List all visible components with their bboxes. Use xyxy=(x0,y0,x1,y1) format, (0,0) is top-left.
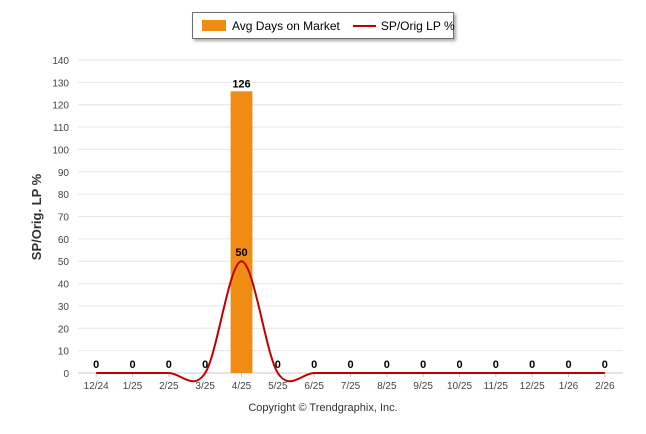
y-tick-label: 40 xyxy=(58,280,70,291)
grid-lines xyxy=(78,59,623,374)
y-tick-label: 130 xyxy=(52,78,69,89)
bar-data-label: 0 xyxy=(311,359,317,371)
x-tick-label: 9/25 xyxy=(413,381,433,392)
bar-data-label: 0 xyxy=(347,359,353,371)
x-tick-label: 12/25 xyxy=(520,381,545,392)
bar-data-label: 126 xyxy=(232,78,250,90)
legend-label-bar: Avg Days on Market xyxy=(232,18,340,33)
x-tick-label: 4/25 xyxy=(232,381,252,392)
legend-item-line: SP/Orig LP % xyxy=(352,18,455,33)
copyright-text: Copyright © Trendgraphix, Inc. xyxy=(248,402,398,414)
bar-data-label: 0 xyxy=(602,359,608,371)
bar-series xyxy=(230,91,253,374)
y-tick-label: 80 xyxy=(58,190,70,201)
y-axis-label: SP/Orig. LP % xyxy=(29,173,44,260)
x-tick-label: 11/25 xyxy=(484,381,509,392)
y-tick-label: 100 xyxy=(52,145,69,156)
x-tick-label: 6/25 xyxy=(304,381,324,392)
x-tick-label: 2/26 xyxy=(595,381,615,392)
y-tick-label: 60 xyxy=(58,235,70,246)
data-labels: 0 0 0 0 126 0 0 0 0 0 0 0 0 0 0 50 xyxy=(93,78,608,371)
y-tick-label: 90 xyxy=(58,168,70,179)
bar-data-label: 0 xyxy=(384,359,390,371)
bar-data-label: 0 xyxy=(275,359,281,371)
line-data-label: 50 xyxy=(235,247,247,259)
y-tick-label: 20 xyxy=(58,324,70,335)
bar-data-label: 0 xyxy=(456,359,462,371)
legend-label-line: SP/Orig LP % xyxy=(380,18,455,33)
bar-data-label: 0 xyxy=(493,359,499,371)
x-tick-label: 3/25 xyxy=(195,381,215,392)
bar-data-label: 0 xyxy=(93,359,99,371)
bar-data-label: 0 xyxy=(420,359,426,371)
x-tick-label: 12/24 xyxy=(84,381,109,392)
y-tick-label: 10 xyxy=(58,347,70,358)
x-tick-label: 2/25 xyxy=(159,381,179,392)
x-tick-label: 7/25 xyxy=(341,381,361,392)
y-tick-label: 140 xyxy=(52,56,69,67)
legend-swatch-bar xyxy=(202,20,226,31)
legend-item-bar: Avg Days on Market xyxy=(202,19,340,33)
y-tick-label: 70 xyxy=(58,213,70,224)
y-tick-label: 120 xyxy=(52,101,69,112)
x-tick-label: 1/25 xyxy=(123,381,143,392)
x-tick-label: 1/26 xyxy=(559,381,579,392)
x-tick-label: 10/25 xyxy=(447,381,472,392)
x-axis-ticks: 12/24 1/25 2/25 3/25 4/25 5/25 6/25 7/25 8/25 9/2… xyxy=(84,373,615,392)
line-series xyxy=(96,260,605,383)
x-tick-label: 5/25 xyxy=(268,381,288,392)
bar-data-label: 0 xyxy=(529,359,535,371)
y-tick-label: 110 xyxy=(53,123,69,134)
y-tick-label: 0 xyxy=(63,369,69,380)
y-axis-ticks: 0 10 20 30 40 50 60 70 80 90 100 110 120 130 140 xyxy=(52,56,69,380)
x-tick-label: 8/25 xyxy=(377,381,397,392)
line-path xyxy=(96,260,605,383)
bar-data-label: 0 xyxy=(202,359,208,371)
bar-data-label: 0 xyxy=(565,359,571,371)
bar-data-label: 0 xyxy=(166,359,172,371)
y-tick-label: 30 xyxy=(58,302,70,313)
bar-data-label: 0 xyxy=(129,359,135,371)
y-tick-label: 50 xyxy=(58,257,70,268)
legend-swatch-line xyxy=(352,24,376,27)
bar xyxy=(230,91,253,374)
legend: Avg Days on Market SP/Orig LP % xyxy=(192,12,455,39)
